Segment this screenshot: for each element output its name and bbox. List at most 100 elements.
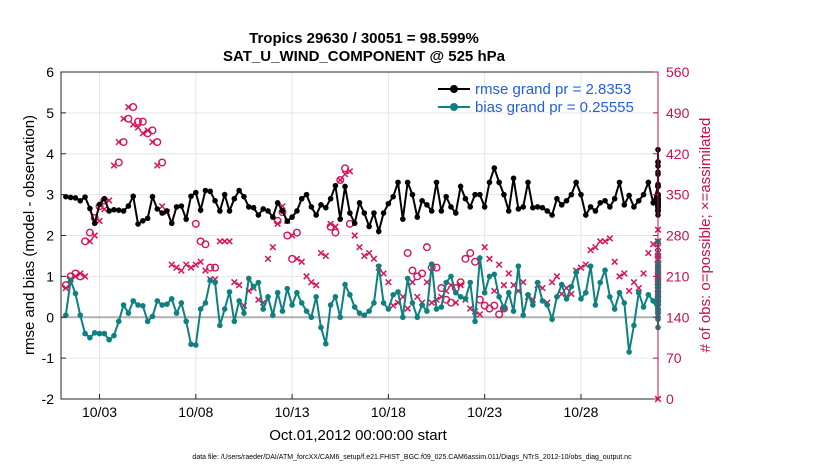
bias-point: [414, 314, 421, 321]
bias-point: [573, 269, 579, 276]
rmse-point: [443, 193, 449, 200]
bias-point: [486, 273, 493, 280]
bias-point: [140, 303, 146, 309]
y-right-tick-label: 70: [666, 350, 682, 366]
bias-point: [270, 312, 276, 319]
obs-assimilated-point: [582, 261, 590, 269]
rmse-point: [375, 228, 382, 235]
bias-point: [505, 289, 512, 296]
bias-point: [313, 294, 319, 300]
obs-possible-point: [114, 158, 123, 167]
obs-possible-point: [446, 298, 455, 307]
y-tick-label: 4: [46, 146, 54, 162]
y-right-tick-label: 490: [666, 105, 690, 121]
rmse-point: [207, 188, 214, 195]
rmse-point: [115, 207, 122, 213]
obs-possible-point: [148, 126, 157, 135]
rmse-point: [366, 223, 372, 230]
obs-assimilated-point: [645, 249, 652, 257]
obs-assimilated-point: [587, 246, 594, 254]
y-axis-ticks: -2 -1 0 1 2 3 4 5 6: [42, 64, 66, 407]
obs-possible-point: [466, 249, 475, 258]
y-right-tick-label: 210: [666, 268, 690, 284]
obs-possible-point: [124, 114, 133, 123]
bias-point: [168, 296, 175, 302]
rmse-point: [481, 204, 488, 210]
obs-assimilated-point: [264, 255, 272, 263]
rmse-point: [448, 204, 454, 210]
bias-point: [380, 300, 387, 306]
bias-point: [318, 324, 324, 331]
rmse-point: [125, 203, 132, 209]
bias-point: [298, 300, 305, 306]
rmse-point: [563, 197, 570, 204]
bias-point: [135, 302, 141, 308]
rmse-point: [140, 217, 146, 224]
rmse-point: [371, 210, 377, 216]
obs-assimilated-point: [389, 302, 397, 309]
bias-point: [491, 271, 498, 278]
obs-possible-point: [81, 237, 90, 246]
bias-point: [101, 330, 108, 337]
obs-assimilated-point: [226, 238, 233, 245]
bias-point: [361, 312, 368, 319]
x-tick-label: 10/28: [563, 404, 598, 420]
y-right-tick-label: 280: [666, 228, 690, 244]
rmse-point: [212, 197, 218, 204]
rmse-point: [404, 179, 411, 186]
bias-point: [63, 312, 69, 319]
obs-possible-point: [471, 257, 480, 266]
bias-point: [626, 349, 632, 355]
rmse-point: [505, 208, 512, 214]
rmse-point: [91, 220, 98, 227]
obs-assimilated-point: [332, 223, 339, 231]
obs-assimilated-point: [86, 238, 94, 245]
bias-point: [645, 291, 652, 298]
y-right-tick-label: 420: [666, 146, 690, 162]
rmse-point: [164, 208, 170, 214]
rmse-point: [650, 200, 656, 206]
x-tick-label: 10/23: [467, 404, 502, 420]
bias-point: [255, 279, 262, 286]
bias-point: [395, 289, 401, 295]
rmse-point: [380, 210, 387, 216]
bias-point: [621, 300, 628, 306]
obs-assimilated-point: [616, 273, 623, 280]
obs-assimilated-point: [139, 129, 147, 137]
y-right-tick-label: 560: [666, 64, 690, 80]
bias-point: [111, 332, 117, 339]
obs-assimilated-point: [495, 261, 503, 269]
bias-point: [245, 275, 252, 282]
rmse-point: [462, 195, 469, 202]
bias-point: [419, 302, 425, 308]
bias-point: [72, 290, 79, 297]
obs-assimilated-point: [91, 232, 99, 239]
x-tick-label: 10/03: [82, 404, 117, 420]
bias-point: [144, 318, 151, 325]
bias-point: [351, 304, 358, 310]
rmse-point: [361, 210, 368, 216]
bias-point: [428, 261, 435, 267]
rmse-point: [385, 200, 392, 207]
y-right-tick-label: 350: [666, 187, 690, 203]
rmse-point: [409, 191, 416, 198]
legend: rmse grand pr = 2.8353 bias grand pr = 0…: [438, 81, 634, 116]
bias-point: [650, 298, 656, 304]
bias-point: [87, 334, 93, 341]
bias-point: [356, 310, 363, 316]
bias-point: [106, 336, 112, 343]
obs-assimilated-point: [274, 220, 281, 228]
y-tick-label: 5: [46, 105, 54, 121]
bias-point: [467, 279, 474, 286]
rmse-point: [631, 204, 637, 210]
obs-assimilated-point: [640, 270, 647, 277]
obs-possible-point: [341, 164, 350, 173]
rmse-point: [602, 197, 608, 204]
obs-assimilated-point: [611, 258, 618, 266]
obs-assimilated-point: [173, 264, 180, 271]
obs-assimilated-point: [202, 267, 209, 274]
rmse-point: [178, 203, 185, 209]
bias-point: [472, 318, 478, 325]
bias-point: [193, 342, 199, 348]
bias-point: [265, 294, 271, 300]
